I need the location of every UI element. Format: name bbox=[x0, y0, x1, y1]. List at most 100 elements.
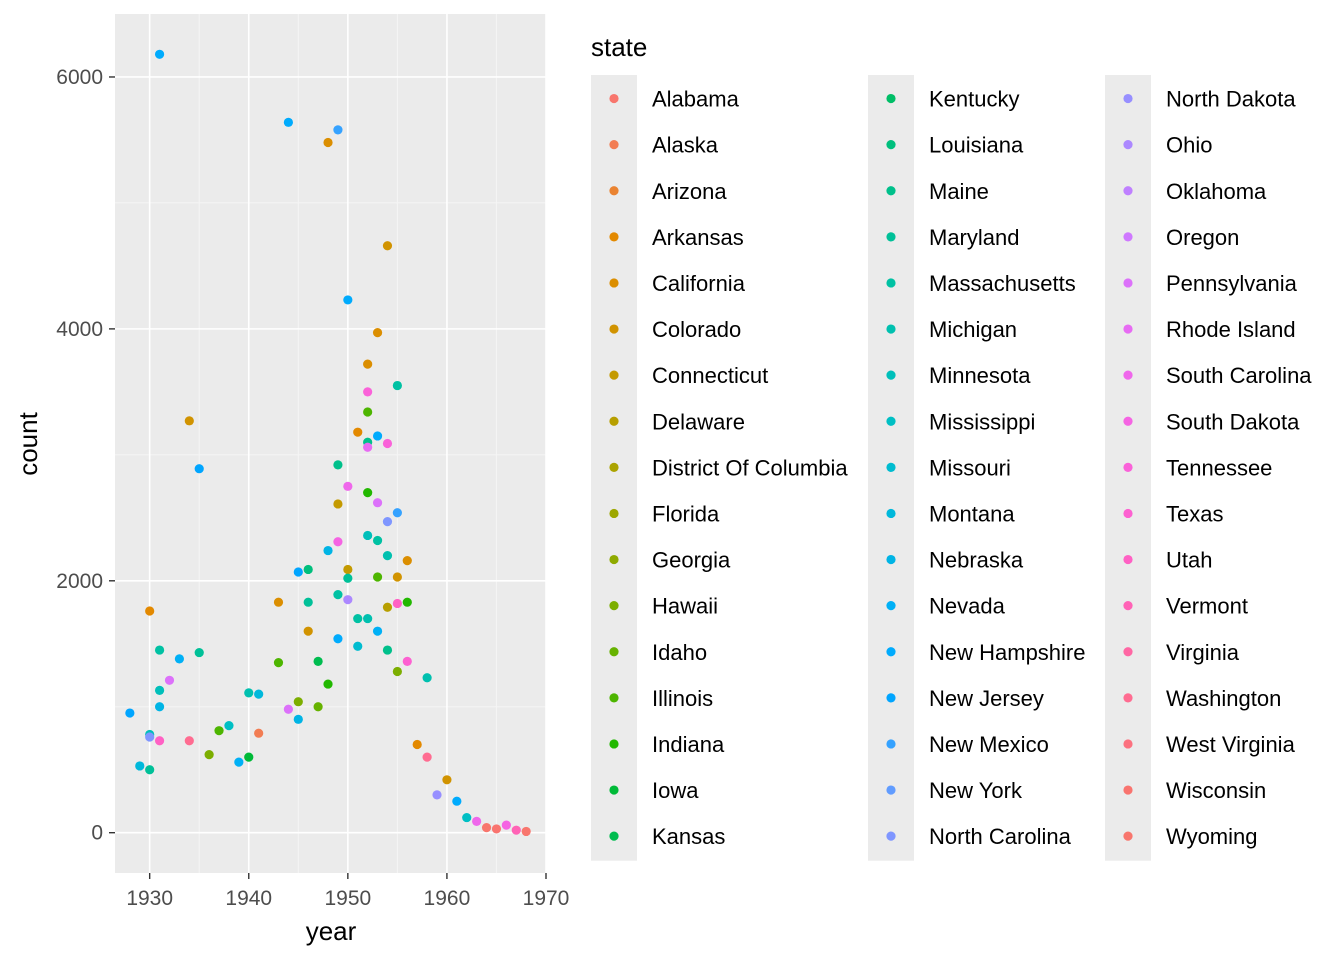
data-point bbox=[521, 826, 531, 837]
data-point bbox=[164, 675, 175, 685]
legend-key bbox=[886, 232, 896, 242]
legend-key bbox=[886, 647, 896, 657]
data-point bbox=[343, 564, 353, 575]
legend-label: Alaska bbox=[652, 133, 719, 158]
axes: 1930 1940 1950 1960 1970 0 2000 4000 6000 bbox=[56, 66, 569, 910]
legend-label: Wyoming bbox=[1166, 824, 1258, 849]
legend-label: Pennsylvania bbox=[1166, 271, 1298, 296]
data-point bbox=[372, 328, 383, 338]
data-point bbox=[204, 750, 214, 760]
data-point bbox=[293, 714, 303, 724]
legend-label: Indiana bbox=[652, 732, 725, 757]
data-point bbox=[323, 545, 333, 556]
legend-label: Hawaii bbox=[652, 594, 718, 619]
legend-label: Oklahoma bbox=[1166, 179, 1267, 204]
legend-key bbox=[609, 186, 619, 196]
data-point bbox=[333, 460, 343, 470]
legend-label: Idaho bbox=[652, 640, 707, 665]
legend-key bbox=[886, 416, 896, 426]
legend-key bbox=[1123, 462, 1133, 472]
legend-key bbox=[1123, 739, 1133, 749]
data-point bbox=[244, 688, 254, 698]
legend-key bbox=[609, 601, 619, 611]
legend-label: Iowa bbox=[652, 778, 699, 803]
data-point bbox=[154, 49, 165, 59]
data-point bbox=[392, 508, 402, 518]
data-point bbox=[154, 736, 165, 746]
data-point bbox=[363, 488, 373, 498]
legend-key bbox=[1123, 693, 1133, 703]
legend-label: Georgia bbox=[652, 548, 731, 573]
data-point bbox=[343, 595, 353, 605]
legend-key bbox=[609, 693, 619, 703]
legend-label: Louisiana bbox=[929, 133, 1024, 158]
data-point bbox=[363, 613, 373, 624]
legend-label: District Of Columbia bbox=[652, 455, 848, 480]
legend-key bbox=[886, 508, 896, 519]
panel-background bbox=[115, 14, 546, 873]
data-point bbox=[293, 567, 303, 577]
data-point bbox=[135, 761, 145, 771]
legend-key bbox=[609, 831, 619, 841]
data-point bbox=[125, 708, 135, 718]
legend-key bbox=[609, 785, 619, 795]
data-point bbox=[323, 137, 333, 148]
legend-key bbox=[886, 324, 896, 334]
legend-key bbox=[1123, 140, 1133, 150]
legend-label: Arkansas bbox=[652, 225, 744, 250]
data-point bbox=[353, 427, 363, 437]
legend-label: Rhode Island bbox=[1166, 317, 1296, 342]
legend-label: New Jersey bbox=[929, 686, 1044, 711]
legend-label: Maine bbox=[929, 179, 989, 204]
legend-label: New Hampshire bbox=[929, 640, 1086, 665]
legend-label: Kansas bbox=[652, 824, 725, 849]
legend-key bbox=[609, 554, 619, 565]
data-point bbox=[343, 295, 353, 305]
legend-key bbox=[609, 508, 619, 519]
data-point bbox=[412, 739, 422, 750]
data-point bbox=[363, 359, 373, 369]
legend-label: Colorado bbox=[652, 317, 741, 342]
data-point bbox=[184, 416, 194, 426]
legend: Alabama Alaska Arizona Arkansas California Co… bbox=[591, 75, 1312, 861]
data-point bbox=[333, 634, 343, 644]
data-point bbox=[462, 812, 472, 823]
data-point bbox=[343, 481, 353, 491]
data-point bbox=[333, 125, 343, 135]
legend-key bbox=[1123, 831, 1133, 841]
data-point bbox=[382, 602, 393, 612]
grid-lines bbox=[115, 14, 547, 873]
data-point bbox=[382, 516, 393, 527]
legend-key bbox=[609, 93, 619, 104]
legend-key bbox=[1123, 601, 1133, 611]
data-point bbox=[234, 757, 244, 767]
data-point bbox=[244, 752, 254, 762]
data-point bbox=[372, 498, 383, 508]
data-point bbox=[224, 721, 234, 731]
legend-key bbox=[1123, 324, 1133, 334]
data-point bbox=[382, 438, 393, 449]
legend-label: Minnesota bbox=[929, 363, 1031, 388]
legend-key bbox=[886, 739, 896, 749]
data-point bbox=[145, 765, 155, 775]
legend-key bbox=[609, 140, 619, 150]
legend-label: Missouri bbox=[929, 455, 1011, 480]
legend-label: Virginia bbox=[1166, 640, 1240, 665]
legend-key bbox=[1123, 416, 1133, 426]
x-axis-title: year bbox=[306, 916, 357, 946]
legend-label: Alabama bbox=[652, 87, 740, 112]
data-point bbox=[254, 689, 264, 699]
data-point bbox=[154, 702, 165, 712]
data-point bbox=[422, 673, 432, 683]
data-point bbox=[145, 606, 155, 616]
x-tick-label: 1940 bbox=[225, 887, 272, 910]
data-point bbox=[402, 656, 412, 666]
data-point bbox=[303, 564, 313, 575]
legend-label: North Dakota bbox=[1166, 87, 1296, 112]
legend-key bbox=[1123, 647, 1133, 657]
data-point bbox=[363, 407, 373, 417]
data-point bbox=[392, 666, 402, 677]
data-point bbox=[472, 816, 482, 826]
legend-key bbox=[1123, 186, 1133, 196]
y-axis-title: count bbox=[13, 411, 43, 475]
